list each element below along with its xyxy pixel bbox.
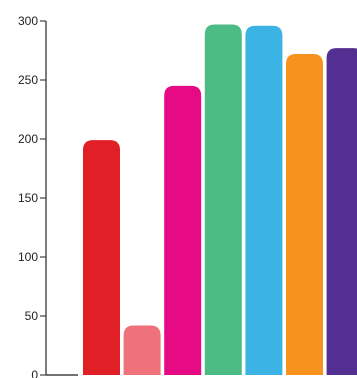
y-tick-label: 50 bbox=[25, 309, 39, 323]
bars-group bbox=[83, 24, 357, 376]
bar bbox=[286, 54, 323, 375]
bar bbox=[204, 24, 242, 375]
bar bbox=[245, 25, 283, 375]
y-tick-label: 250 bbox=[18, 73, 38, 87]
bar bbox=[83, 140, 120, 375]
y-tick-label: 300 bbox=[18, 14, 38, 28]
y-tick-label: 0 bbox=[31, 368, 38, 378]
y-tick-label: 100 bbox=[18, 250, 38, 264]
bar bbox=[123, 325, 161, 375]
y-tick-label: 200 bbox=[18, 132, 38, 146]
y-tick-label: 150 bbox=[18, 191, 38, 205]
bar bbox=[326, 48, 357, 375]
y-axis: 0 50 100 150 200 250 300 bbox=[18, 14, 78, 378]
bar bbox=[164, 85, 202, 376]
